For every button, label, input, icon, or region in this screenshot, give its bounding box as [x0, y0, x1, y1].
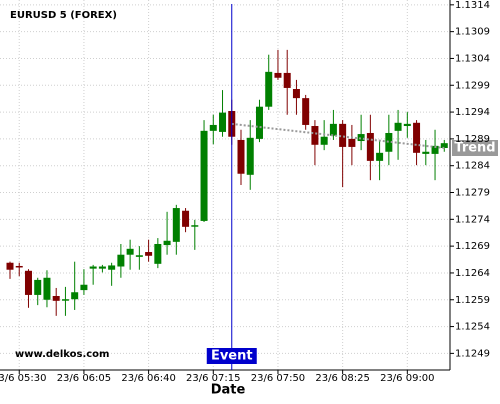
candle-body	[135, 255, 143, 257]
candle-body	[89, 266, 97, 269]
candle-body	[255, 106, 263, 139]
event-label: Event	[211, 349, 253, 364]
candle-body	[61, 299, 69, 301]
candle-body	[6, 262, 14, 270]
candle-body	[320, 136, 328, 145]
candle-body	[422, 151, 430, 154]
candle-body	[431, 145, 439, 154]
candle-body	[311, 126, 319, 145]
candle-body	[172, 208, 180, 242]
y-tick-label: 1.1299	[455, 80, 490, 91]
y-tick-label: 1.1304	[455, 53, 490, 64]
y-tick-label: 1.1269	[455, 241, 490, 252]
trend-label-box	[452, 140, 498, 156]
x-tick-label: 23/6 09:00	[380, 373, 434, 384]
candle-body	[43, 277, 51, 300]
candle-body	[265, 71, 273, 107]
candle-body	[182, 210, 190, 227]
y-tick-label: 1.1274	[455, 214, 490, 225]
x-tick-label: 23/6 05:30	[0, 373, 46, 384]
candle-body	[376, 152, 384, 161]
candle-body	[24, 270, 32, 295]
candle-body	[237, 139, 245, 174]
candle-body	[209, 124, 217, 131]
candle-body	[394, 122, 402, 131]
candle-body	[117, 254, 125, 267]
y-tick-label: 1.1294	[455, 107, 490, 118]
grid	[0, 0, 450, 370]
x-tick-label: 23/6 07:15	[186, 373, 240, 384]
candle-body	[246, 137, 254, 175]
candle-body	[71, 292, 79, 300]
y-tick-label: 1.1254	[455, 322, 490, 333]
candle-body	[329, 123, 337, 136]
candle-body	[274, 72, 282, 78]
candle-body	[357, 134, 365, 142]
candle-body	[80, 284, 88, 291]
candle-body	[219, 112, 227, 132]
x-axis-title: Date	[211, 383, 246, 398]
candle-body	[348, 138, 356, 147]
candle-body	[154, 243, 162, 264]
candle-body	[34, 279, 42, 295]
candle-body	[413, 122, 421, 153]
chart-title: EURUSD 5 (FOREX)	[10, 10, 117, 21]
annotations: Trend Event	[206, 4, 498, 370]
y-tick-label: 1.1284	[455, 161, 490, 172]
y-tick-label: 1.1264	[455, 268, 490, 279]
candle-body	[366, 132, 374, 161]
candle-body	[200, 130, 208, 221]
candles	[6, 49, 448, 316]
trend-label: Trend	[454, 141, 495, 156]
candle-body	[403, 123, 411, 127]
candle-body	[283, 72, 291, 88]
candle-body	[145, 252, 153, 256]
x-tick-label: 23/6 06:40	[121, 373, 175, 384]
x-tick-label: 23/6 06:05	[57, 373, 111, 384]
x-tick-label: 23/6 08:25	[315, 373, 369, 384]
candle-body	[52, 296, 60, 301]
candle-body	[191, 225, 199, 227]
y-tick-label: 1.1289	[455, 134, 490, 145]
candle-body	[339, 123, 347, 147]
y-tick-label: 1.1309	[455, 27, 490, 38]
y-tick-label: 1.1279	[455, 188, 490, 199]
candle-body	[292, 89, 300, 99]
candle-body	[108, 265, 116, 270]
y-tick-label: 1.1314	[455, 0, 490, 11]
candle-body	[302, 98, 310, 125]
candle-body	[126, 248, 134, 255]
candle-body	[98, 266, 106, 269]
watermark: www.delkos.com	[15, 349, 109, 360]
candle-body	[15, 265, 23, 268]
event-label-box	[206, 348, 257, 364]
candle-body	[385, 132, 393, 152]
y-tick-label: 1.1249	[455, 348, 490, 359]
x-tick-label: 23/6 07:50	[251, 373, 305, 384]
candle-body	[440, 143, 448, 148]
y-tick-label: 1.1259	[455, 295, 490, 306]
candle-body	[163, 240, 171, 246]
